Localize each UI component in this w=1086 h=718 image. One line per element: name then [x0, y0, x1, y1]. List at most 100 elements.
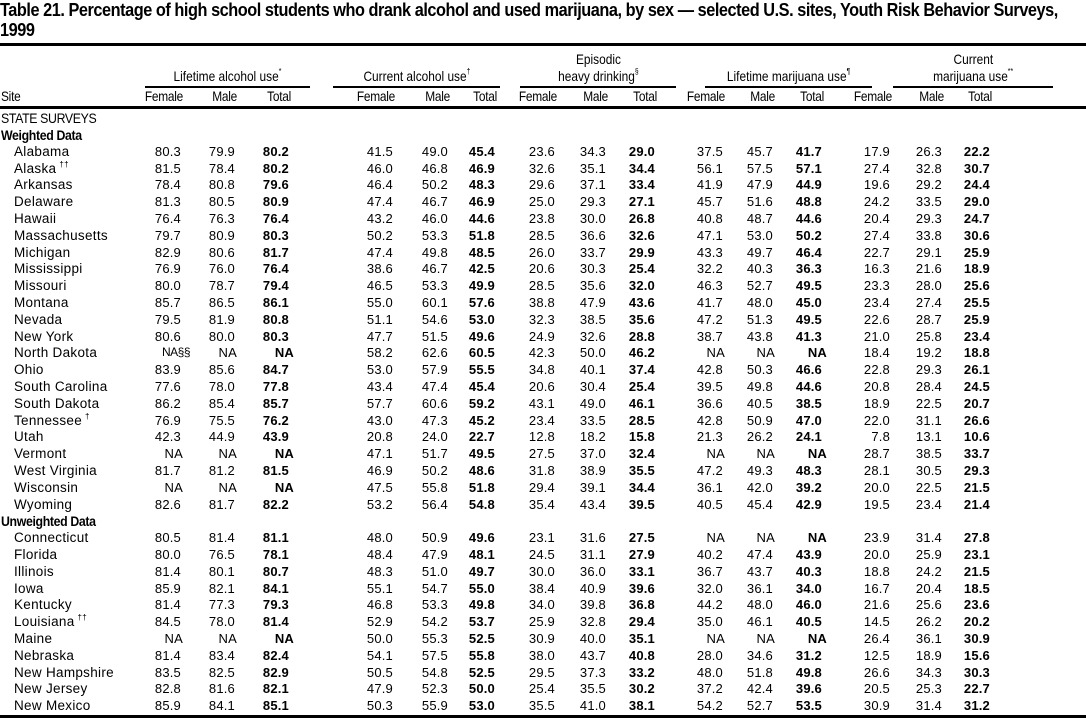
value-cell: 42.3: [528, 345, 555, 361]
value-cell: 50.0: [579, 345, 606, 361]
value-cell: 47.5: [366, 479, 393, 495]
value-cell: NA: [756, 345, 775, 361]
site-label: Kentucky: [14, 597, 72, 613]
value-cell: 38.5: [579, 311, 606, 327]
site-name: New Mexico: [14, 698, 91, 713]
total-cell: 85.1: [262, 698, 289, 714]
value-cell: 42.8: [696, 412, 723, 428]
value-cell: 20.8: [863, 379, 890, 394]
value-cell: 55.0: [366, 295, 393, 310]
total-cell: 41.3: [795, 328, 822, 344]
group-line2: Current alcohol use†: [363, 68, 470, 85]
site-column-header: Site: [1, 88, 21, 104]
value-cell: 12.5: [863, 647, 890, 663]
value-cell: 41.7: [696, 295, 723, 310]
value-cell: 76.0: [208, 261, 235, 277]
value-cell: 52.9: [366, 614, 393, 630]
value-cell: 43.4: [579, 496, 606, 512]
value-cell: 46.1: [746, 614, 773, 630]
total-cell: 22.7: [468, 429, 495, 445]
value-cell: 50.2: [366, 227, 393, 243]
site-name: Mississippi: [14, 261, 83, 276]
group-underline: [145, 86, 310, 88]
value-cell: 46.7: [421, 261, 448, 277]
total-cell: 76.2: [262, 412, 289, 428]
total-cell: 80.7: [262, 563, 289, 579]
value-cell: 48.0: [746, 597, 773, 613]
total-cell: 35.1: [628, 631, 655, 646]
value-cell: 33.5: [579, 412, 606, 428]
total-cell: 49.6: [468, 530, 495, 546]
total-cell: 26.8: [628, 211, 655, 226]
total-cell: 80.2: [262, 160, 289, 176]
total-cell: 82.9: [262, 664, 289, 680]
total-cell: 79.3: [262, 597, 289, 613]
value-cell: 47.2: [696, 463, 723, 478]
value-cell: 24.5: [528, 547, 555, 562]
site-label: Mississippi: [14, 261, 83, 277]
total-cell: 29.3: [963, 463, 990, 478]
value-cell: 77.3: [208, 597, 235, 613]
total-cell: 31.2: [963, 698, 990, 714]
value-cell: 24.2: [863, 194, 890, 210]
value-cell: 25.9: [528, 614, 555, 630]
value-cell: 36.1: [915, 631, 942, 646]
subcolumn-header: Total: [968, 88, 992, 104]
value-cell: 51.1: [366, 311, 393, 327]
site-name: Kentucky: [14, 597, 72, 612]
value-cell: 46.8: [366, 597, 393, 613]
total-cell: 79.4: [262, 278, 289, 294]
value-cell: 26.3: [915, 143, 942, 159]
value-cell: 81.9: [208, 311, 235, 327]
value-cell: 55.9: [421, 698, 448, 714]
value-cell: 86.2: [154, 395, 181, 411]
total-cell: 49.5: [468, 446, 495, 462]
value-cell: 50.2: [421, 177, 448, 193]
value-cell: 23.4: [863, 295, 890, 310]
value-cell: 78.4: [154, 177, 181, 193]
total-cell: 48.6: [468, 463, 495, 478]
value-cell: 81.4: [154, 563, 181, 579]
value-cell: 80.5: [154, 530, 181, 546]
value-cell: 50.0: [366, 631, 393, 646]
value-cell: 47.1: [696, 227, 723, 243]
total-cell: 22.2: [963, 143, 990, 159]
total-cell: 49.7: [468, 563, 495, 579]
value-cell: 39.5: [696, 379, 723, 394]
site-name: Alaska ††: [14, 160, 69, 176]
value-cell: 44.9: [208, 429, 235, 445]
total-cell: 54.8: [468, 496, 495, 512]
value-cell: 32.2: [696, 261, 723, 277]
value-cell: 50.9: [746, 412, 773, 428]
site-name: Montana: [14, 295, 69, 310]
total-cell: 29.0: [628, 143, 655, 159]
value-cell: 46.0: [366, 160, 393, 176]
value-cell: 31.1: [915, 412, 942, 428]
total-cell: 84.1: [262, 580, 289, 596]
site-name: Wisconsin: [14, 480, 78, 495]
value-cell: 76.3: [208, 211, 235, 226]
subcolumn-header: Male: [583, 88, 608, 104]
value-cell: 76.5: [208, 547, 235, 562]
value-cell: 49.0: [421, 143, 448, 159]
value-cell: 20.0: [863, 479, 890, 495]
group-line1: Current: [953, 51, 993, 67]
value-cell: 29.1: [915, 244, 942, 260]
value-cell: 24.2: [915, 563, 942, 579]
footnote-mark: †: [85, 411, 90, 421]
value-cell: 80.3: [154, 143, 181, 159]
site-name: Florida: [14, 547, 57, 562]
total-cell: 40.3: [795, 563, 822, 579]
site-name: Iowa: [14, 581, 44, 596]
value-cell: 21.3: [696, 429, 723, 445]
value-cell: 23.3: [863, 278, 890, 294]
value-cell: 47.4: [421, 379, 448, 394]
total-cell: 43.9: [795, 547, 822, 562]
value-cell: 21.6: [863, 597, 890, 613]
value-cell: 20.6: [528, 261, 555, 277]
total-cell: 38.5: [795, 395, 822, 411]
site-name: North Dakota: [14, 345, 97, 360]
value-cell: 57.7: [366, 395, 393, 411]
site-name: Connecticut: [14, 530, 89, 545]
value-cell: 47.2: [696, 311, 723, 327]
